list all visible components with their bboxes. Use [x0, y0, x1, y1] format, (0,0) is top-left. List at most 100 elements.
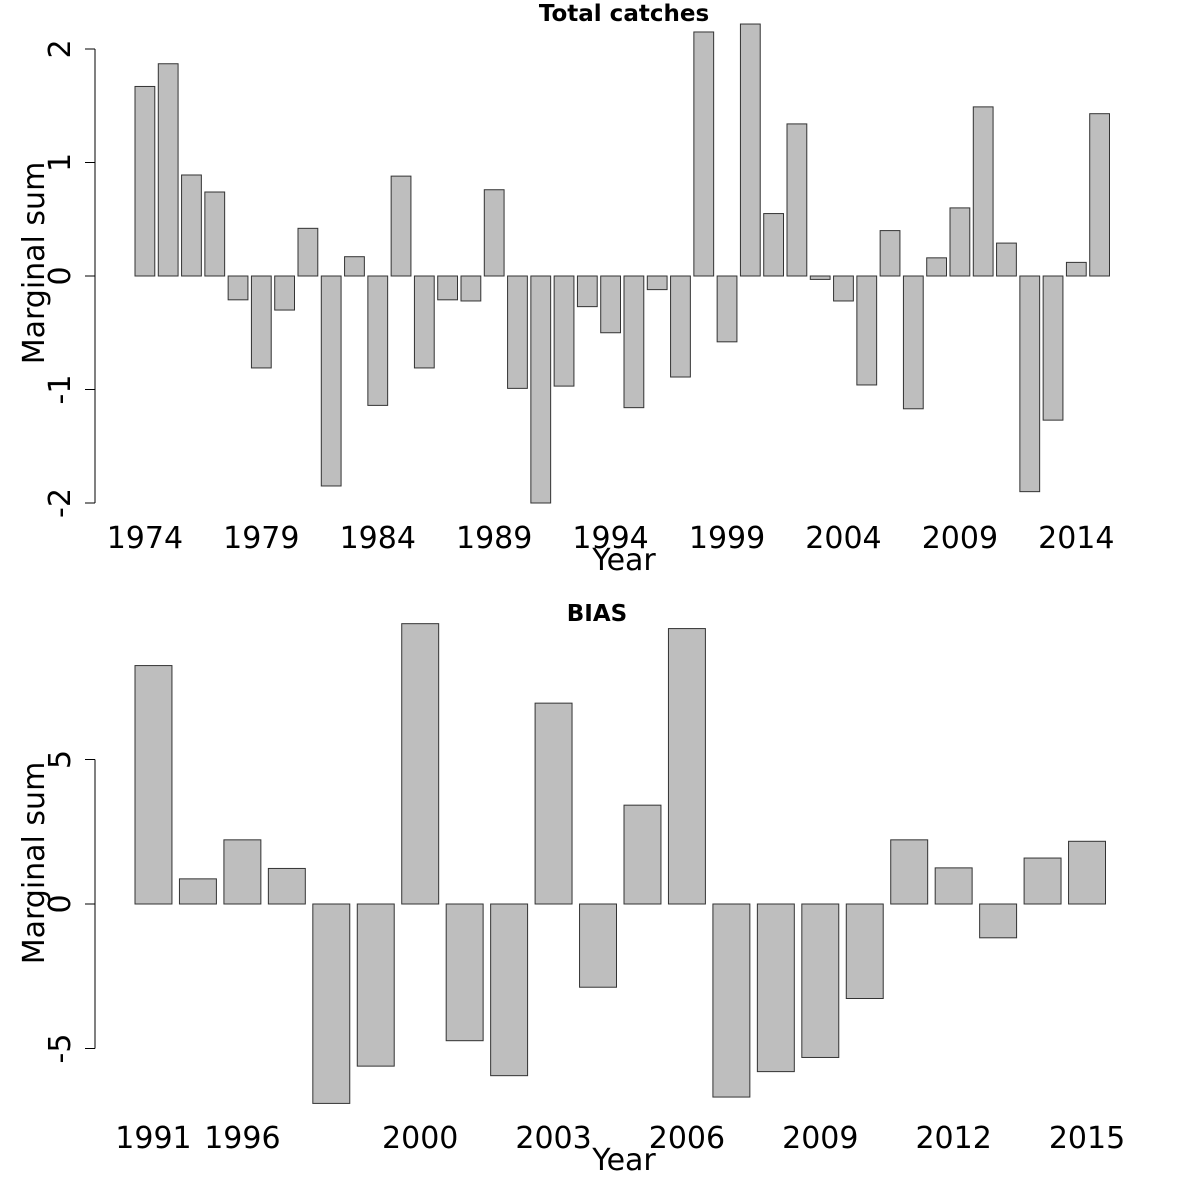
bar-1975	[157, 63, 179, 277]
chart-bias: BIAS -5 0 5 1991 1996 2000 2003 2006 2009 2012 20…	[17, 601, 1125, 1178]
x-tick-label: 2009	[782, 1121, 858, 1156]
bar-1997	[670, 275, 691, 378]
x-tick-label: 2004	[805, 521, 881, 556]
bar-1987	[437, 275, 458, 301]
bar-2005	[623, 804, 662, 905]
y-axis-label: Marginal sum	[17, 762, 52, 965]
x-tick-label: 2009	[922, 521, 998, 556]
bar-2012	[1019, 275, 1041, 493]
bar-2007	[712, 903, 751, 1098]
bar-1999	[356, 903, 395, 1067]
bar-2000	[401, 623, 440, 905]
bar-1998	[312, 903, 351, 1104]
x-tick-label: 2014	[1038, 521, 1114, 556]
bar-2005	[856, 275, 878, 386]
chart-title: BIAS	[567, 601, 627, 627]
x-tick-label: 2015	[1049, 1121, 1125, 1156]
bar-1986	[413, 275, 435, 369]
y-tick-label: -2	[43, 488, 78, 518]
bar-1983	[344, 256, 365, 277]
bar-1979	[250, 275, 272, 369]
bar-2010	[845, 903, 884, 999]
bar-2003	[534, 702, 573, 905]
bar-2013	[979, 903, 1018, 939]
bar-2006	[879, 230, 901, 277]
bar-group	[134, 23, 1110, 504]
bar-1991	[530, 275, 552, 504]
y-axis-label: Marginal sum	[17, 162, 52, 365]
y-tick-label: 2	[43, 39, 78, 58]
bar-1992	[178, 878, 217, 905]
x-tick-label: 1979	[223, 521, 299, 556]
bar-1995	[623, 275, 645, 409]
bar-1978	[227, 275, 249, 301]
x-axis: 1991 1996 2000 2003 2006 2009 2012 2015	[115, 1121, 1125, 1156]
bar-2008	[926, 257, 948, 277]
bar-1991	[134, 665, 173, 905]
x-axis-label: Year	[591, 543, 656, 578]
bar-1985	[390, 175, 412, 277]
bar-1992	[553, 275, 575, 387]
bar-2004	[579, 903, 617, 988]
y-tick-label: -1	[43, 375, 78, 405]
bar-1993	[576, 275, 598, 308]
bar-2003	[809, 275, 831, 280]
bar-1974	[134, 85, 156, 277]
bar-2006	[667, 628, 706, 905]
x-tick-label: 1984	[340, 521, 416, 556]
bar-2012	[934, 867, 973, 905]
bar-2011	[890, 839, 929, 905]
y-axis: -2 -1 0 1 2	[43, 39, 96, 518]
bar-1980	[274, 275, 295, 311]
x-tick-label: 1994	[572, 521, 648, 556]
bar-2014	[1023, 857, 1062, 905]
bar-2000	[739, 23, 761, 277]
x-tick-label: 1999	[689, 521, 765, 556]
x-tick-label: 1974	[107, 521, 183, 556]
x-tick-label: 2012	[915, 1121, 991, 1156]
bar-2009	[949, 207, 971, 277]
bar-2009	[801, 903, 840, 1058]
bar-2013	[1042, 275, 1064, 421]
x-tick-label: 2006	[649, 1121, 725, 1156]
bar-2002	[490, 903, 529, 1077]
bar-2002	[786, 123, 808, 277]
bar-1998	[693, 31, 715, 277]
bar-1988	[460, 275, 482, 302]
x-axis-label: Year	[591, 1143, 656, 1178]
bar-1996	[646, 275, 668, 291]
bar-1989	[483, 189, 505, 277]
x-tick-label: 1989	[456, 521, 532, 556]
bar-1981	[297, 227, 319, 277]
x-tick-label: 2000	[382, 1121, 458, 1156]
bar-2001	[763, 213, 785, 277]
bar-1984	[367, 275, 389, 406]
y-tick-label: 0	[43, 266, 78, 285]
bar-group	[134, 623, 1107, 1104]
bar-1977	[204, 191, 226, 277]
bar-2015	[1068, 840, 1107, 905]
bar-2014	[1065, 261, 1087, 277]
bar-1997	[267, 867, 306, 905]
x-tick-label: 1991	[115, 1121, 191, 1156]
bar-2001	[445, 903, 484, 1042]
bar-1982	[320, 275, 342, 487]
y-axis: -5 0 5	[43, 750, 96, 1064]
bar-1999	[716, 275, 738, 343]
bar-1976	[181, 174, 202, 277]
y-tick-label: 5	[43, 750, 78, 769]
bar-2008	[756, 903, 795, 1073]
bar-1996	[223, 839, 262, 905]
y-tick-label: 1	[43, 153, 78, 172]
x-tick-label: 2003	[515, 1121, 591, 1156]
bar-2007	[902, 275, 924, 410]
bar-1990	[507, 275, 528, 389]
chart-title: Total catches	[539, 1, 709, 27]
bar-1994	[600, 275, 622, 334]
x-axis: 1974 1979 1984 1989 1994 1999 2004 2009 2014	[107, 521, 1115, 556]
x-tick-label: 1996	[204, 1121, 280, 1156]
y-tick-label: -5	[43, 1034, 78, 1064]
bar-2004	[833, 275, 854, 302]
